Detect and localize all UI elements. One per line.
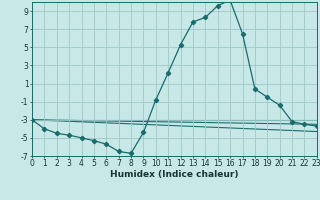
X-axis label: Humidex (Indice chaleur): Humidex (Indice chaleur): [110, 170, 239, 179]
